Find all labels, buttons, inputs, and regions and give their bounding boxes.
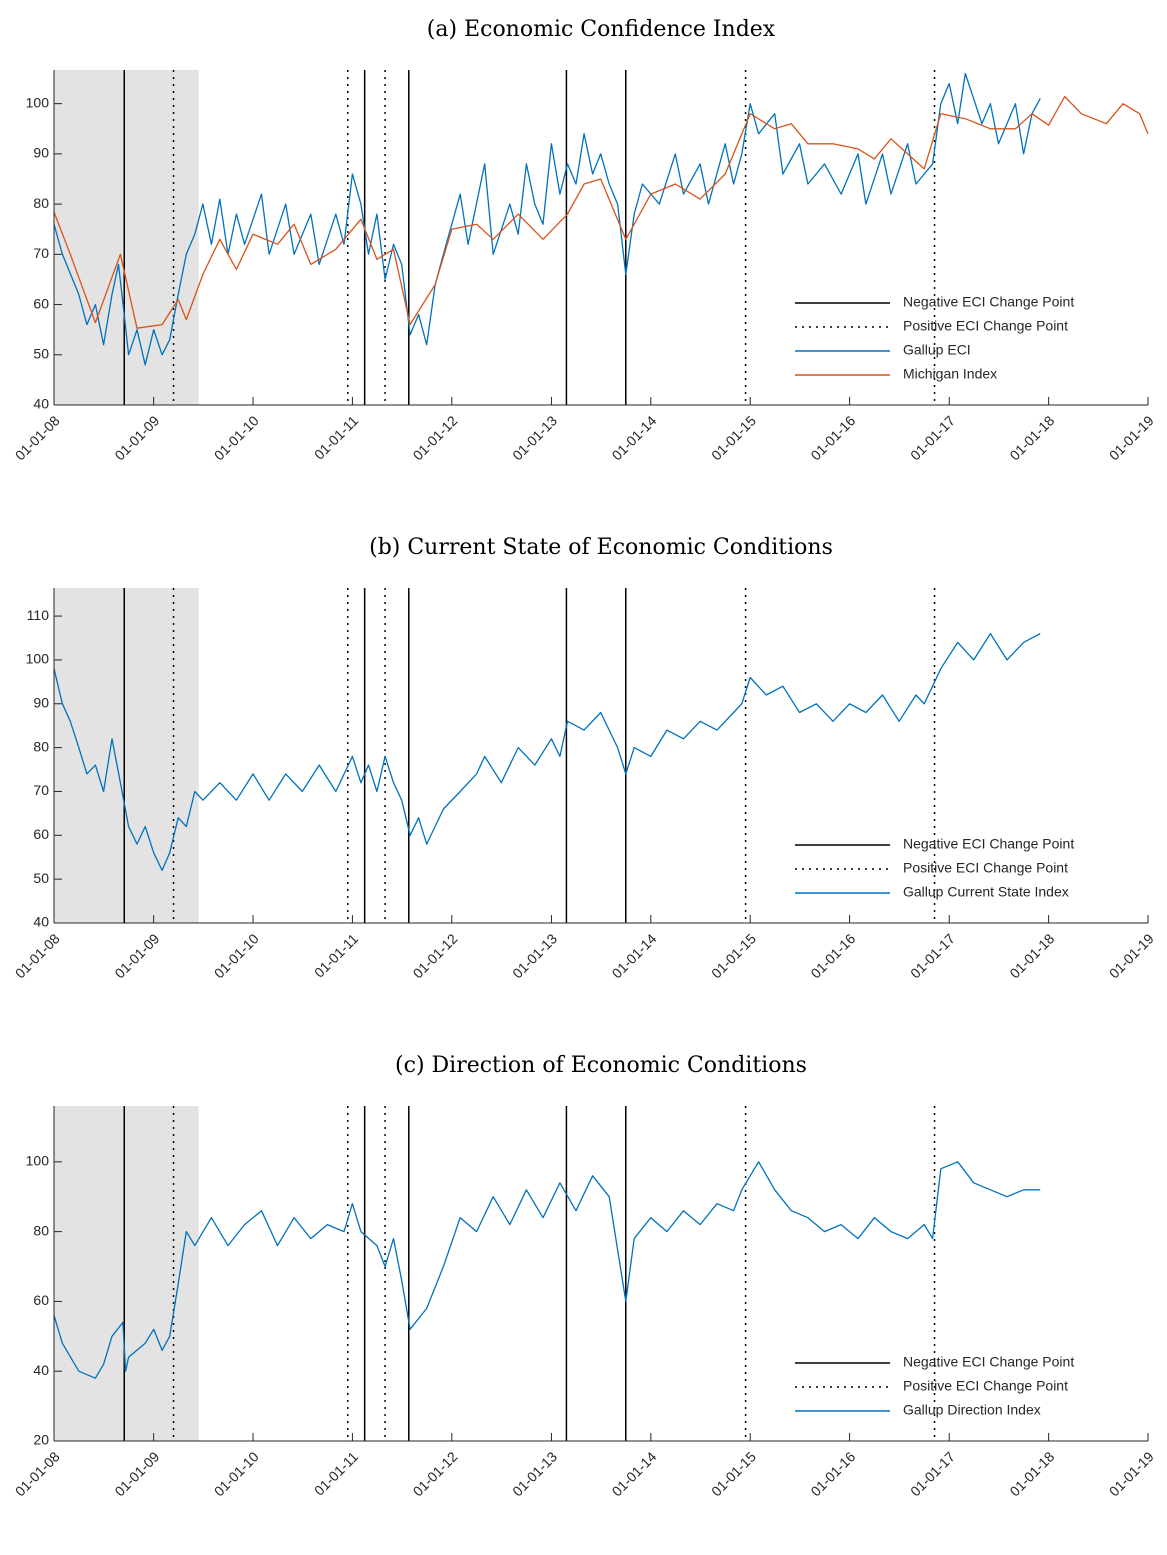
shaded-region <box>54 588 199 923</box>
x-tick-label: 01-01-18 <box>1006 1448 1057 1499</box>
x-tick-label: 01-01-11 <box>311 930 361 980</box>
x-tick-label: 01-01-12 <box>410 1448 461 1499</box>
x-tick-label: 01-01-14 <box>609 1448 660 1499</box>
legend-label: Michigan Index <box>903 366 997 382</box>
x-tick-label: 01-01-10 <box>211 1448 262 1499</box>
legend-label: Positive ECI Change Point <box>903 318 1068 334</box>
legend-label: Positive ECI Change Point <box>903 860 1068 876</box>
x-tick-label: 01-01-15 <box>708 1448 759 1499</box>
x-tick-label: 01-01-15 <box>708 930 759 981</box>
x-tick-label: 01-01-17 <box>907 412 958 463</box>
y-tick-label: 50 <box>33 870 49 886</box>
x-tick-label: 01-01-19 <box>1106 412 1157 463</box>
y-tick-label: 40 <box>33 914 49 930</box>
y-tick-label: 110 <box>27 607 50 623</box>
y-tick-label: 80 <box>33 738 49 754</box>
y-tick-label: 90 <box>33 694 49 710</box>
panel: (b) Current State of Economic Conditions… <box>12 535 1157 981</box>
data-line <box>53 1161 1041 1379</box>
x-tick-label: 01-01-18 <box>1006 930 1057 981</box>
panel: (c) Direction of Economic Conditions 20 40… <box>12 1053 1157 1499</box>
chart-title: (a) Economic Confidence Index <box>427 17 776 42</box>
x-tick-label: 01-01-16 <box>807 1448 858 1499</box>
y-tick-label: 70 <box>33 245 49 261</box>
legend-label: Negative ECI Change Point <box>903 836 1074 852</box>
y-tick-label: 70 <box>33 782 49 798</box>
x-tick-label: 01-01-09 <box>111 1448 162 1499</box>
data-line <box>53 95 1149 329</box>
shaded-region <box>54 1106 199 1441</box>
x-tick-label: 01-01-10 <box>211 930 262 981</box>
y-tick-label: 50 <box>33 345 49 361</box>
y-tick-label: 80 <box>33 1222 49 1238</box>
legend-label: Positive ECI Change Point <box>903 1378 1068 1394</box>
x-tick-label: 01-01-10 <box>211 412 262 463</box>
shaded-region <box>54 70 199 405</box>
x-tick-label: 01-01-13 <box>509 412 560 463</box>
x-tick-label: 01-01-13 <box>509 1448 560 1499</box>
y-tick-label: 100 <box>26 94 50 110</box>
x-tick-label: 01-01-19 <box>1106 1448 1157 1499</box>
legend-label: Gallup ECI <box>903 342 971 358</box>
data-line <box>53 72 1041 366</box>
x-tick-label: 01-01-13 <box>509 930 560 981</box>
legend-label: Negative ECI Change Point <box>903 1354 1074 1370</box>
y-tick-label: 90 <box>33 145 49 161</box>
x-tick-label: 01-01-15 <box>708 412 759 463</box>
x-tick-label: 01-01-12 <box>410 930 461 981</box>
legend-label: Negative ECI Change Point <box>903 294 1074 310</box>
x-tick-label: 01-01-16 <box>807 412 858 463</box>
x-tick-label: 01-01-17 <box>907 930 958 981</box>
data-line <box>53 632 1041 872</box>
y-tick-label: 100 <box>26 1153 50 1169</box>
x-tick-label: 01-01-16 <box>807 930 858 981</box>
chart-title: (c) Direction of Economic Conditions <box>395 1053 807 1078</box>
x-tick-label: 01-01-12 <box>410 412 461 463</box>
chart-title: (b) Current State of Economic Conditions <box>369 535 833 560</box>
y-tick-label: 80 <box>33 195 49 211</box>
legend-label: Gallup Current State Index <box>903 884 1069 900</box>
x-tick-label: 01-01-18 <box>1006 412 1057 463</box>
x-tick-label: 01-01-17 <box>907 1448 958 1499</box>
y-tick-label: 40 <box>33 396 49 412</box>
x-tick-label: 01-01-08 <box>12 930 63 981</box>
x-tick-label: 01-01-08 <box>12 412 63 463</box>
y-tick-label: 60 <box>33 826 49 842</box>
x-tick-label: 01-01-08 <box>12 1448 63 1499</box>
x-tick-label: 01-01-11 <box>311 412 361 462</box>
y-tick-label: 60 <box>33 1292 49 1308</box>
legend-label: Gallup Direction Index <box>903 1402 1041 1418</box>
y-tick-label: 60 <box>33 295 49 311</box>
x-tick-label: 01-01-09 <box>111 412 162 463</box>
y-tick-label: 100 <box>26 651 50 667</box>
x-tick-label: 01-01-11 <box>311 1448 361 1498</box>
panel: (a) Economic Confidence Index 40 50 60 70 80 9… <box>12 17 1157 463</box>
y-tick-label: 20 <box>33 1432 49 1448</box>
x-tick-label: 01-01-14 <box>609 930 660 981</box>
x-tick-label: 01-01-19 <box>1106 930 1157 981</box>
x-tick-label: 01-01-09 <box>111 930 162 981</box>
x-tick-label: 01-01-14 <box>609 412 660 463</box>
y-tick-label: 40 <box>33 1362 49 1378</box>
